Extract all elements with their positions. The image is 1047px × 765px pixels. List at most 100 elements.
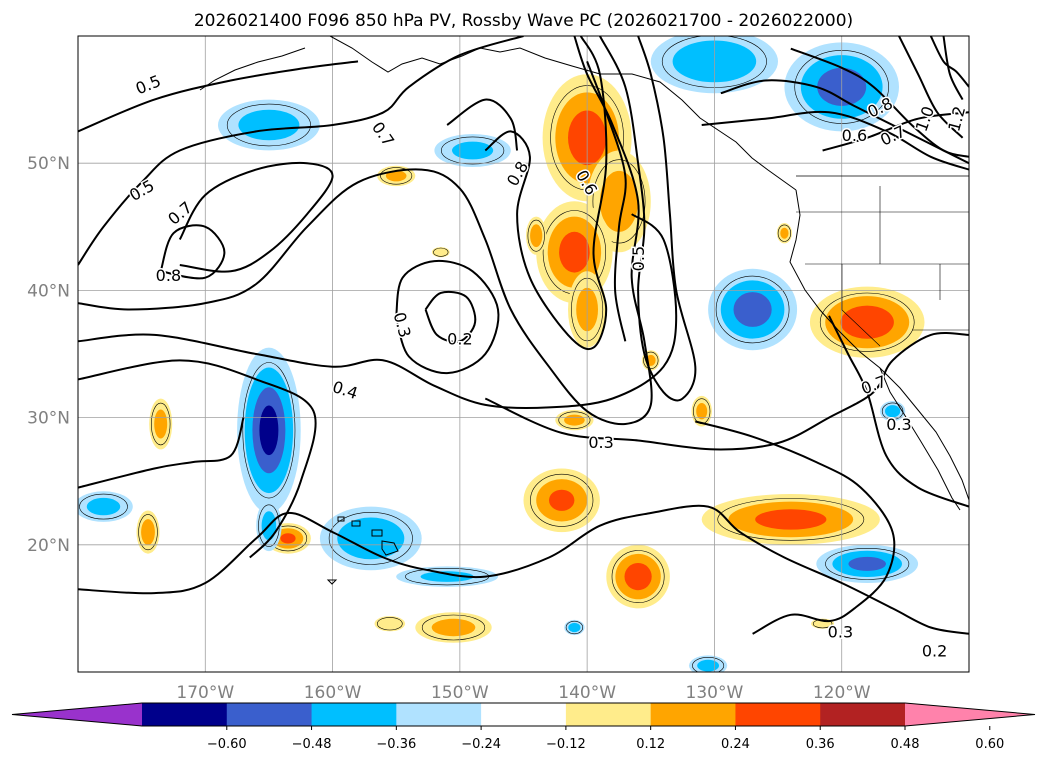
map-frame <box>77 35 970 673</box>
pv-contour-0_6-8 <box>446 98 519 151</box>
pv-contour-1-22 <box>898 36 964 139</box>
anomaly-blob-5-outline <box>717 498 865 541</box>
pv-contour-0_4-12 <box>78 359 317 559</box>
island-oahu <box>351 520 361 527</box>
anomaly-blob-1-outline <box>592 159 646 244</box>
anomaly-blob-12-band-2 <box>280 533 296 544</box>
colorbar-segment-9 <box>820 703 906 726</box>
colorbar-segment-5 <box>481 703 567 726</box>
anomaly-blob-11-band-1 <box>154 409 168 439</box>
colorbar-segment-8 <box>735 703 821 726</box>
anomaly-blob-30-band-2 <box>848 556 886 571</box>
island-maui <box>371 529 383 537</box>
island-kauai <box>337 516 345 522</box>
pv-contour-0_4-13 <box>78 417 245 489</box>
anomaly-blob-16-outline <box>777 224 792 242</box>
chart-title: 2026021400 F096 850 hPa PV, Rossby Wave … <box>194 11 853 31</box>
anomaly-blob-14-band-1 <box>530 224 543 248</box>
island-small <box>326 579 338 585</box>
colorbar-segment-3 <box>311 703 397 726</box>
coastline-alaska <box>329 36 797 191</box>
anomaly-blob-2-band-2 <box>559 231 590 273</box>
contour-label-3: 0.8 <box>156 266 181 285</box>
gridlines-layer <box>78 36 969 672</box>
anomaly-blob-30-outline <box>825 548 910 580</box>
anomaly-blob-32-outline <box>881 402 904 420</box>
pv-contour-0_8-3 <box>159 224 226 280</box>
anomaly-blob-26-outline <box>441 136 505 165</box>
pv-contour-0_6-18 <box>822 111 969 152</box>
anomaly-blob-15-outline <box>380 167 413 185</box>
anomaly-blob-15-band-1 <box>385 170 407 182</box>
colorbar-tick-label-6: 0.24 <box>721 737 750 752</box>
anomaly-blob-25-outline <box>226 103 311 147</box>
anomaly-blob-33-outline <box>692 657 725 672</box>
longitude-tick-labels: 170°W 160°W 150°W 140°W 130°W 120°W <box>176 683 870 703</box>
pv-contour-1_2-23 <box>942 36 964 101</box>
lat-tick-label-1: 30°N <box>27 409 70 429</box>
contour-label-20: 0.3 <box>886 415 911 434</box>
colorbar-segment-4 <box>396 703 482 726</box>
colorbar-tick-label-8: 0.48 <box>891 737 920 752</box>
anomaly-blob-14-outline <box>527 219 545 252</box>
contour-label-11: 0.3 <box>588 433 613 452</box>
contour-label-group-11: 0.3 <box>587 431 615 453</box>
anomaly-blob-6-outline <box>611 550 665 604</box>
lon-tick-label-0: 170°W <box>176 683 234 703</box>
anomaly-blob-4-outline <box>819 292 915 352</box>
anomaly-blob-33-band-1 <box>697 659 719 672</box>
anomaly-blob-25-band-1 <box>238 109 300 141</box>
anomaly-blob-24-band-1 <box>420 571 474 582</box>
latitude-tick-labels: 20°N 30°N 40°N 50°N <box>27 154 70 556</box>
anomaly-blob-8-band-1 <box>431 618 476 637</box>
anomaly-blob-23-band-1 <box>337 517 405 560</box>
anomaly-blob-7-outline <box>530 473 594 527</box>
anomaly-blob-11-outline <box>151 402 171 446</box>
anomaly-blob-10-outline <box>138 514 158 551</box>
contour-label-18: 1.2 <box>944 104 969 134</box>
lon-tick-label-3: 140°W <box>558 683 616 703</box>
colorbar <box>11 702 1036 727</box>
anomaly-blob-17-band-1 <box>564 414 585 426</box>
colorbar-outline <box>11 702 1036 727</box>
anomaly-blob-27-band-2 <box>733 292 772 327</box>
anomaly-blob-34-band-1 <box>568 622 581 633</box>
anomaly-blob-27-outline <box>715 275 790 344</box>
lat-tick-label-2: 40°N <box>27 281 70 301</box>
anomaly-blob-19-band-0 <box>431 247 450 258</box>
contour-label-group-9: 0.2 <box>446 328 474 350</box>
pv-contour-layer <box>78 36 969 635</box>
contour-label-13: 0.2 <box>922 641 947 660</box>
contour-label-group-13: 0.2 <box>920 640 948 662</box>
lon-tick-label-1: 160°W <box>304 683 362 703</box>
contour-label-9: 0.2 <box>447 330 472 349</box>
contour-label-group-18: 1.2 <box>943 103 969 136</box>
pv-contour-0_2-10 <box>424 290 477 343</box>
anomaly-blob-31-outline <box>79 493 128 520</box>
pv-contour-0_3-14 <box>484 332 969 451</box>
pv-contour-0_5-1 <box>78 36 524 266</box>
colorbar-tick-label-2: −0.36 <box>376 737 416 752</box>
coastline-us-west <box>789 189 969 501</box>
anomaly-blob-7-band-2 <box>549 489 575 511</box>
anomaly-blob-19-outline <box>433 247 449 257</box>
lon-tick-label-2: 150°W <box>431 683 489 703</box>
coastline-baja <box>879 367 961 511</box>
colorbar-tick-label-9: 0.60 <box>975 737 1004 752</box>
contour-label-group-20: 0.3 <box>885 414 913 436</box>
colorbar-tick-label-7: 0.36 <box>806 737 835 752</box>
anomaly-blob-8-outline <box>421 614 486 641</box>
anomaly-blob-17-outline <box>558 411 591 429</box>
anomaly-blob-5-band-2 <box>755 509 827 530</box>
anomaly-blob-23-outline <box>328 512 413 565</box>
pv-contour-0_3-16 <box>828 315 969 508</box>
colorbar-tick-label-5: 0.12 <box>636 737 665 752</box>
pv-contour-0_5-0 <box>78 60 359 133</box>
anomaly-blob-31-band-1 <box>86 497 121 516</box>
colorbar-segment-6 <box>565 703 652 726</box>
pv-contour-0_6-6 <box>586 61 627 342</box>
pv-contour-0_5-24 <box>929 36 969 88</box>
lon-tick-label-5: 120°W <box>813 683 871 703</box>
anomaly-blob-21-outline <box>242 362 296 499</box>
